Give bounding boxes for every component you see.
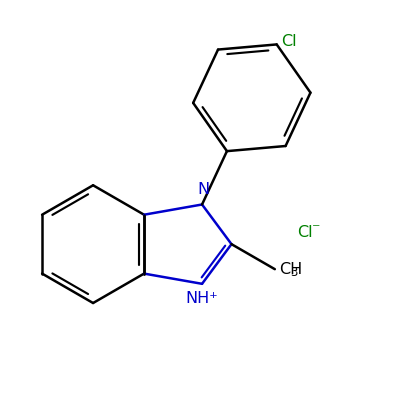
Text: Cl: Cl xyxy=(297,225,313,240)
Text: ⁻: ⁻ xyxy=(312,221,320,236)
Text: NH⁺: NH⁺ xyxy=(186,292,218,306)
Text: 3: 3 xyxy=(290,266,298,279)
Text: CH: CH xyxy=(279,262,302,277)
Text: N: N xyxy=(197,182,209,198)
Text: Cl: Cl xyxy=(281,34,296,49)
